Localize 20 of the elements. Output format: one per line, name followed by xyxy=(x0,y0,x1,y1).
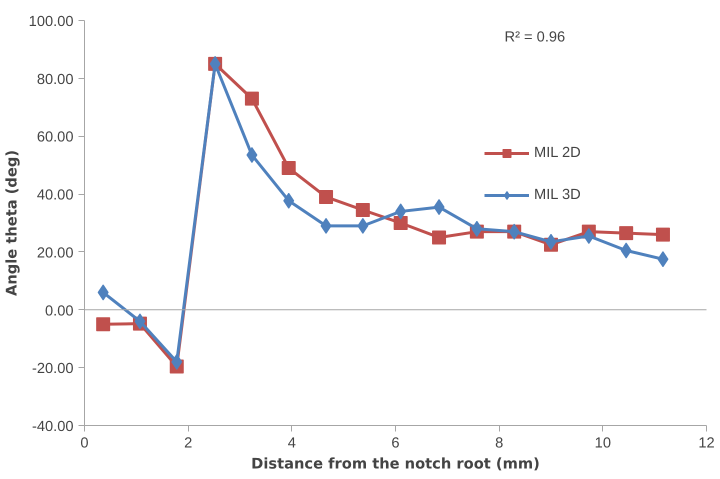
y-tick-label: 80.00 xyxy=(36,72,74,88)
x-tick-label: 6 xyxy=(391,436,400,452)
x-axis-title: Distance from the notch root (mm) xyxy=(251,456,540,472)
x-tick-label: 12 xyxy=(698,436,715,452)
x-tick-label: 8 xyxy=(495,436,504,452)
x-tick-label: 2 xyxy=(184,436,192,452)
y-axis-title: Angle theta (deg) xyxy=(4,150,21,296)
y-tick-label: -40.00 xyxy=(32,419,74,435)
x-tick-label: 0 xyxy=(80,436,89,452)
x-tick-label: 10 xyxy=(594,436,611,452)
y-tick-label: 100.00 xyxy=(28,14,74,30)
y-tick-label: 40.00 xyxy=(36,188,74,204)
legend-label: MIL 2D xyxy=(534,145,581,161)
legend-label: MIL 3D xyxy=(534,187,581,203)
y-tick-label: 0.00 xyxy=(44,303,74,320)
y-tick-label: -20.00 xyxy=(32,361,74,378)
y-tick-label: 20.00 xyxy=(36,245,74,262)
y-tick-label: 60.00 xyxy=(36,130,74,146)
annotation: R² = 0.96 xyxy=(504,30,566,46)
x-tick-label: 4 xyxy=(288,436,296,452)
